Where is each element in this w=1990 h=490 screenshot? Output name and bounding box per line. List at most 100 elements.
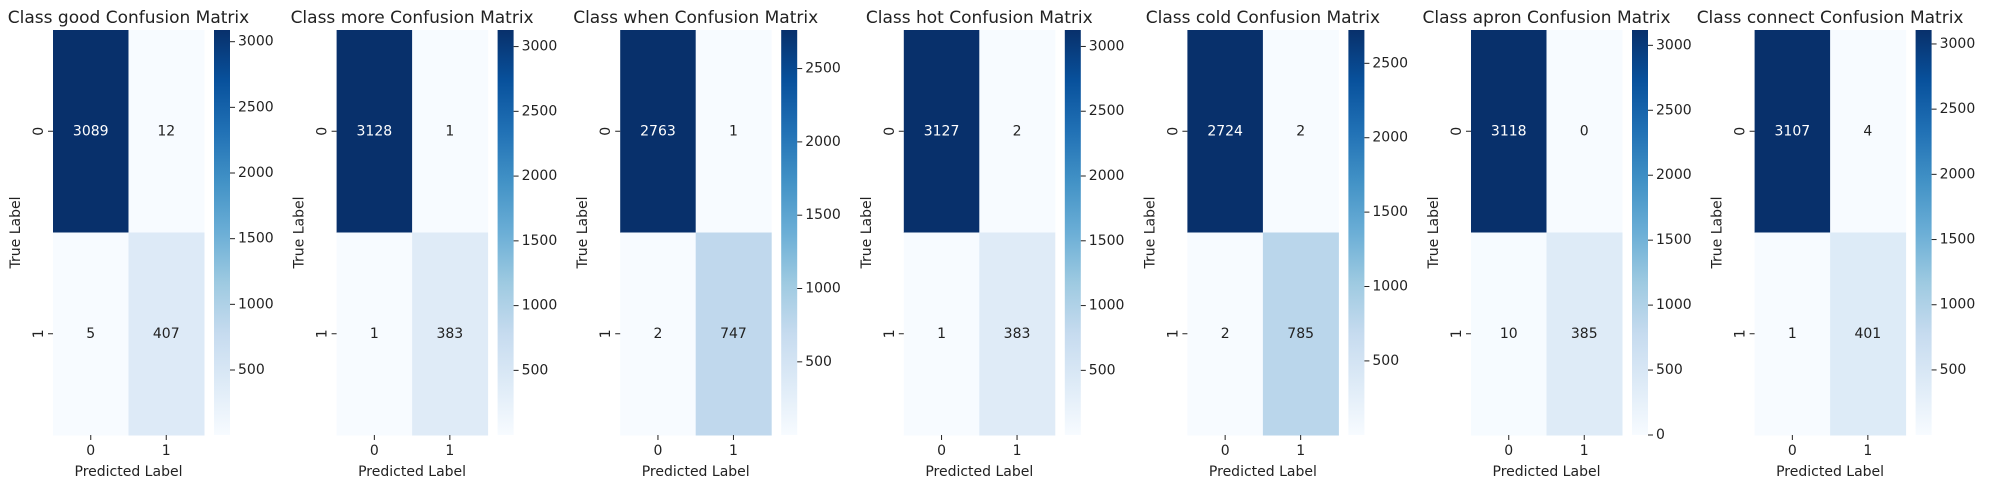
- x-axis-label: Predicted Label: [75, 464, 183, 480]
- cell-label: 407: [153, 326, 180, 342]
- y-tick-label: 0: [882, 127, 898, 136]
- colorbar-tick-label: 2500: [522, 103, 558, 119]
- cell-label: 747: [720, 326, 747, 342]
- colorbar: [1632, 30, 1648, 435]
- cell-label: 3118: [1491, 123, 1527, 139]
- colorbar-tick-label: 500: [1089, 362, 1116, 378]
- cell-label: 10: [1500, 326, 1518, 342]
- colorbar-tick-label: 2000: [522, 168, 558, 184]
- cell: [1262, 232, 1339, 436]
- colorbar-tick-label: 1000: [522, 298, 558, 314]
- x-tick-label: 1: [445, 443, 454, 459]
- cell: [1754, 232, 1831, 436]
- cell-label: 785: [1287, 326, 1314, 342]
- cell: [979, 30, 1056, 233]
- colorbar-tick-label: 2000: [1089, 168, 1125, 184]
- colorbar-tick-label: 1500: [522, 233, 558, 249]
- y-tick-label: 1: [882, 329, 898, 338]
- colorbar-tick-label: 3000: [522, 39, 558, 55]
- y-tick-label: 1: [315, 329, 331, 338]
- cell: [53, 30, 129, 233]
- cell: [1754, 30, 1831, 233]
- x-axis-label: Predicted Label: [1776, 464, 1884, 480]
- x-tick-label: 0: [653, 443, 662, 459]
- cell-label: 0: [1580, 123, 1589, 139]
- cell: [1262, 30, 1339, 233]
- cell-label: 385: [1571, 326, 1598, 342]
- cell: [128, 30, 205, 233]
- x-tick-label: 0: [1504, 443, 1513, 459]
- cell: [412, 232, 489, 436]
- cell: [1187, 232, 1264, 436]
- cell: [412, 30, 489, 233]
- colorbar-tick-label: 3000: [238, 34, 274, 50]
- colorbar: [214, 30, 230, 435]
- colorbar-tick-label: 2000: [1372, 130, 1408, 146]
- cell: [903, 232, 980, 436]
- colorbar-tick-label: 2500: [238, 99, 274, 115]
- x-tick-label: 0: [1221, 443, 1230, 459]
- cell-label: 2763: [640, 123, 676, 139]
- x-tick-label: 1: [1580, 443, 1589, 459]
- cell-label: 12: [157, 123, 175, 139]
- colorbar-tick-label: 500: [1372, 353, 1399, 369]
- cell-label: 383: [1004, 326, 1031, 342]
- cell: [128, 232, 205, 436]
- colorbar-tick-label: 500: [1656, 362, 1683, 378]
- cell: [53, 232, 129, 436]
- colorbar: [1064, 30, 1081, 435]
- cell-label: 1: [445, 123, 454, 139]
- cell: [620, 232, 697, 436]
- colorbar-tick-label: 2000: [1656, 167, 1692, 183]
- cell: [1830, 232, 1907, 436]
- cell-label: 3107: [1775, 123, 1811, 139]
- x-tick-label: 1: [1013, 443, 1022, 459]
- colorbar-tick-label: 1500: [805, 207, 841, 223]
- y-axis-label: True Label: [575, 197, 591, 270]
- colorbar-tick-label: 1500: [1372, 204, 1408, 220]
- x-axis-label: Predicted Label: [1493, 464, 1601, 480]
- y-tick-label: 1: [1733, 329, 1749, 338]
- y-tick-label: 0: [598, 127, 614, 136]
- cell-label: 3128: [357, 123, 393, 139]
- colorbar-tick-label: 1000: [1089, 298, 1125, 314]
- colorbar-tick-label: 500: [805, 354, 832, 370]
- x-axis-label: Predicted Label: [1209, 464, 1317, 480]
- colorbar: [1348, 30, 1365, 435]
- colorbar: [1915, 30, 1932, 435]
- x-tick-label: 0: [937, 443, 946, 459]
- chart-title: Class hot Confusion Matrix: [866, 8, 1093, 28]
- cell-label: 2: [653, 326, 662, 342]
- colorbar-tick-label: 1000: [1372, 279, 1408, 295]
- cell-label: 2: [1013, 123, 1022, 139]
- y-tick-label: 1: [1165, 329, 1181, 338]
- colorbar-tick-label: 1000: [1940, 297, 1976, 313]
- cell-label: 3089: [73, 123, 109, 139]
- cell-label: 401: [1854, 326, 1881, 342]
- x-axis-label: Predicted Label: [358, 464, 466, 480]
- y-tick-label: 0: [1165, 127, 1181, 136]
- x-tick-label: 1: [729, 443, 738, 459]
- cell: [1830, 30, 1907, 233]
- colorbar-tick-label: 2500: [1089, 103, 1125, 119]
- y-axis-label: True Label: [859, 197, 875, 270]
- y-tick-label: 0: [1733, 127, 1749, 136]
- colorbar-tick-label: 1000: [1656, 297, 1692, 313]
- cell-label: 383: [436, 326, 463, 342]
- y-axis-label: True Label: [8, 197, 24, 270]
- x-axis-label: Predicted Label: [925, 464, 1033, 480]
- y-tick-label: 0: [31, 127, 47, 136]
- colorbar-tick-label: 500: [238, 362, 265, 378]
- cell-label: 5: [86, 326, 95, 342]
- y-tick-label: 1: [31, 329, 47, 338]
- x-tick-label: 0: [370, 443, 379, 459]
- colorbar-tick-label: 3000: [1656, 37, 1692, 53]
- chart-title: Class cold Confusion Matrix: [1146, 8, 1380, 28]
- colorbar-tick-label: 500: [1940, 362, 1967, 378]
- y-axis-label: True Label: [292, 197, 308, 270]
- cell-label: 1: [1788, 326, 1797, 342]
- chart-title: Class when Confusion Matrix: [573, 8, 818, 28]
- cell-label: 1: [729, 123, 738, 139]
- cell: [1546, 30, 1623, 233]
